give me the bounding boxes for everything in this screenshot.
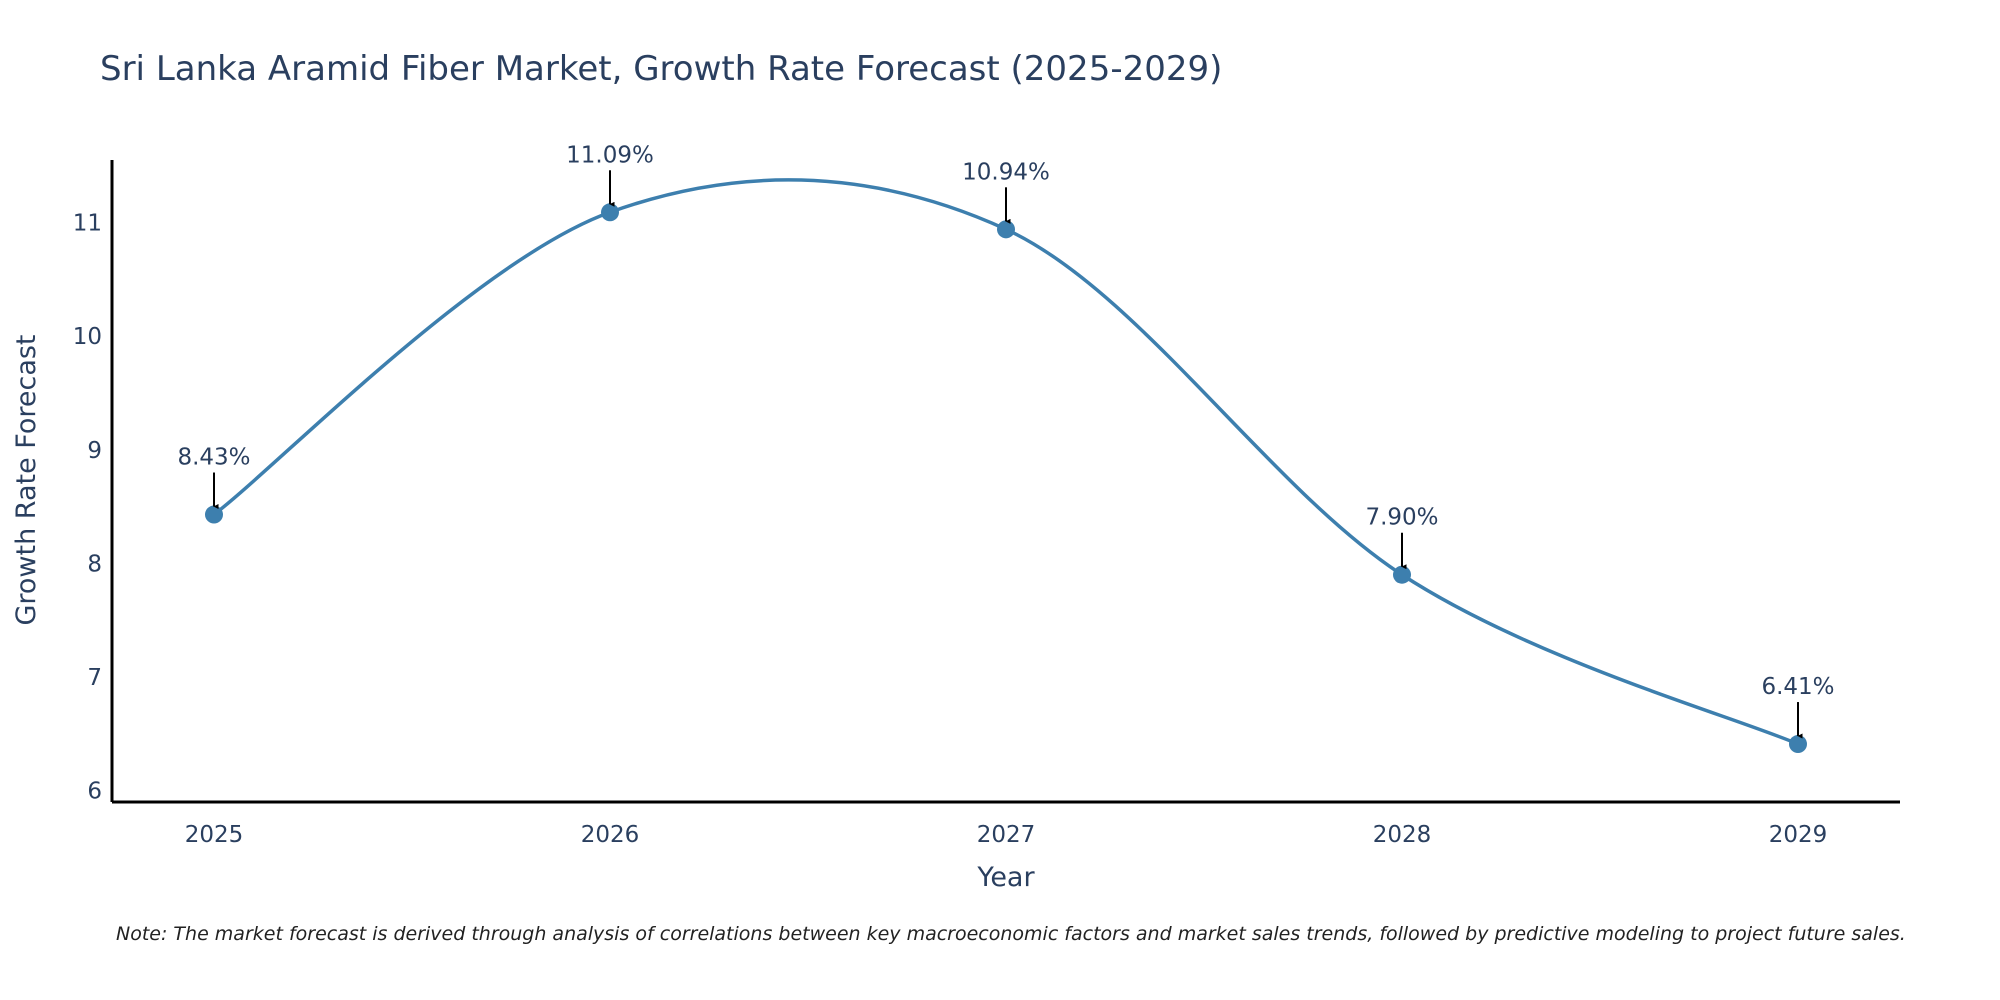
data-point xyxy=(1393,565,1411,584)
data-label: 10.94% xyxy=(962,159,1050,185)
data-label: 7.90% xyxy=(1365,505,1438,531)
data-point xyxy=(601,203,619,222)
y-axis-title: Growth Rate Forecast xyxy=(11,334,42,625)
y-axis-ticks: 6 7 8 9 10 11 xyxy=(73,210,102,804)
data-annotations: 8.43% 11.09% 10.94% 7.90% 6.41% xyxy=(177,142,1835,739)
y-tick-label: 7 xyxy=(87,665,102,691)
y-tick-label: 11 xyxy=(73,210,102,236)
x-axis-title: Year xyxy=(976,862,1035,893)
data-label: 8.43% xyxy=(177,445,250,471)
data-point xyxy=(1789,735,1807,754)
y-tick-label: 9 xyxy=(87,438,102,464)
data-label: 11.09% xyxy=(566,142,654,168)
y-tick-label: 8 xyxy=(87,551,102,577)
x-tick-label: 2028 xyxy=(1373,822,1432,848)
x-tick-label: 2025 xyxy=(185,822,244,848)
data-point xyxy=(997,220,1015,239)
x-tick-label: 2029 xyxy=(1769,822,1828,848)
y-tick-label: 6 xyxy=(87,779,102,805)
chart-title: Sri Lanka Aramid Fiber Market, Growth Ra… xyxy=(100,49,1222,89)
x-tick-label: 2027 xyxy=(977,822,1036,848)
data-point xyxy=(205,505,223,524)
x-tick-label: 2026 xyxy=(581,822,640,848)
series-line xyxy=(212,178,1799,746)
data-markers xyxy=(205,203,1807,754)
y-tick-label: 10 xyxy=(73,324,102,350)
footnote: Note: The market forecast is derived thr… xyxy=(116,923,1906,945)
x-axis-ticks: 2025 2026 2027 2028 2029 xyxy=(185,822,1828,848)
data-label: 6.41% xyxy=(1761,674,1834,700)
